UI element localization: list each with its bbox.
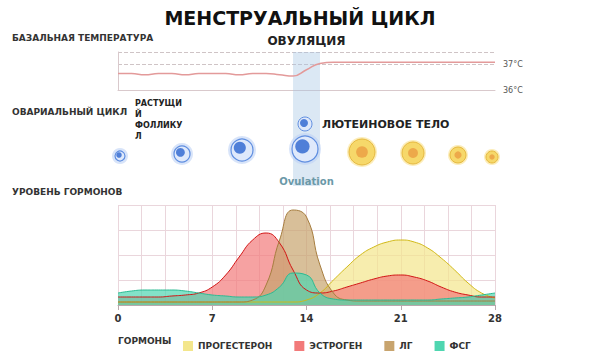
svg-text:28: 28 — [488, 313, 502, 324]
svg-text:Ovulation: Ovulation — [279, 176, 334, 187]
svg-text:ГОРМОНЫ: ГОРМОНЫ — [118, 336, 171, 346]
svg-text:УРОВЕНЬ ГОРМОНОВ: УРОВЕНЬ ГОРМОНОВ — [12, 187, 122, 197]
svg-text:ЭСТРОГЕН: ЭСТРОГЕН — [309, 341, 362, 351]
svg-text:14: 14 — [300, 313, 314, 324]
svg-text:21: 21 — [394, 313, 408, 324]
svg-text:ФОЛЛИКУ: ФОЛЛИКУ — [135, 121, 182, 130]
svg-text:36°C: 36°C — [503, 86, 523, 95]
svg-text:37°C: 37°C — [503, 60, 523, 69]
svg-text:ЛГ: ЛГ — [399, 341, 412, 351]
svg-text:0: 0 — [115, 313, 122, 324]
svg-text:ПРОГЕСТЕРОН: ПРОГЕСТЕРОН — [198, 341, 272, 351]
svg-text:Л: Л — [135, 132, 142, 141]
svg-text:7: 7 — [209, 313, 216, 324]
svg-text:ФСГ: ФСГ — [450, 341, 472, 351]
svg-text:РАСТУЩИ: РАСТУЩИ — [135, 99, 182, 108]
svg-text:ЛЮТЕИНОВОЕ ТЕЛО: ЛЮТЕИНОВОЕ ТЕЛО — [322, 118, 449, 131]
svg-text:Й: Й — [135, 108, 144, 119]
svg-text:БАЗАЛЬНАЯ ТЕМПЕРАТУРА: БАЗАЛЬНАЯ ТЕМПЕРАТУРА — [12, 33, 153, 43]
svg-text:ОВУЛЯЦИЯ: ОВУЛЯЦИЯ — [267, 34, 345, 48]
svg-text:МЕНСТРУАЛЬНЫЙ ЦИКЛ: МЕНСТРУАЛЬНЫЙ ЦИКЛ — [164, 7, 435, 29]
svg-text:ОВАРИАЛЬНЫЙ ЦИКЛ: ОВАРИАЛЬНЫЙ ЦИКЛ — [12, 106, 127, 117]
